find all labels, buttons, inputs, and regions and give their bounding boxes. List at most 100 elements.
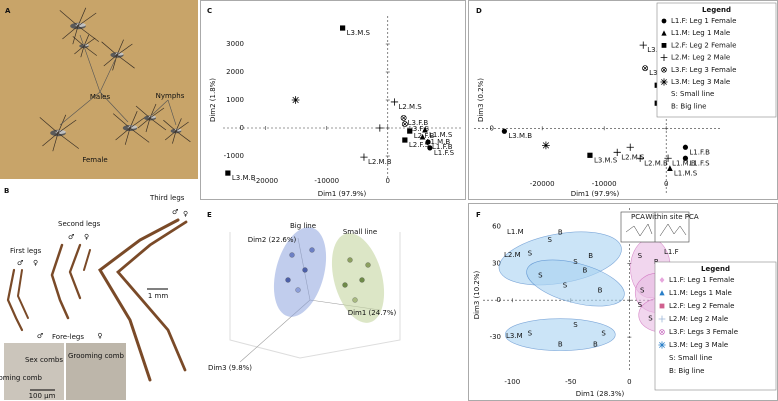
point	[682, 155, 689, 161]
micrograph	[66, 343, 126, 400]
legend-entry: L2.M: Leg 2 Male	[669, 315, 728, 323]
legend-marker	[660, 78, 668, 86]
point	[682, 144, 689, 150]
panel-frame	[200, 0, 466, 200]
insect-leg	[57, 132, 80, 149]
insect-leg	[52, 132, 59, 152]
insect-leg	[112, 54, 118, 71]
group-label: Big line	[290, 222, 316, 230]
photo-label: Males	[90, 93, 111, 101]
point-letter: S	[548, 236, 553, 244]
group-ellipse	[526, 259, 625, 307]
pointer-line	[167, 99, 177, 126]
point-label: L1.M.S	[674, 169, 698, 177]
insect-leg	[62, 25, 79, 40]
point	[376, 124, 384, 132]
leg-label: First legs	[10, 247, 42, 255]
photo-label: Female	[82, 156, 107, 164]
point-letter: B	[598, 286, 603, 294]
insect-leg	[57, 119, 77, 134]
insect-leg	[39, 117, 59, 134]
x-axis-title: Dim1 (97.9%)	[571, 190, 620, 198]
insect-leg	[83, 34, 90, 47]
point	[613, 148, 621, 156]
point	[626, 143, 634, 151]
point-letter: S	[563, 281, 568, 289]
point	[542, 141, 550, 150]
insect-leg	[116, 43, 133, 56]
pointer-line	[79, 34, 101, 93]
point	[401, 121, 408, 127]
y-tick-label: -1000	[224, 152, 244, 160]
pointer-line	[151, 99, 169, 116]
point-letter: B	[588, 252, 593, 260]
insect-leg	[112, 113, 131, 129]
leg-label: ♂	[37, 332, 43, 340]
inset-sketch	[625, 223, 653, 237]
point-illustration	[309, 247, 315, 253]
legend-marker	[658, 315, 666, 323]
insect-leg	[175, 118, 182, 132]
point-label: L1.M.S	[429, 131, 453, 139]
leg-label: 100 µm	[29, 392, 56, 400]
legend-marker	[661, 43, 667, 48]
insect-leg	[59, 10, 79, 27]
legend-entry: L3.M: Leg 3 Male	[669, 341, 728, 349]
insect-leg	[80, 45, 85, 58]
leg-label: Third legs	[149, 194, 185, 202]
point-label: L3.F.S	[409, 125, 430, 133]
y-tick-label: 0	[240, 124, 244, 132]
group-label: L1.F	[664, 248, 679, 256]
legend-entry: L1.F: Leg 1 Female	[669, 276, 734, 284]
insect-leg	[172, 130, 177, 144]
x-tick-label: -10000	[592, 180, 617, 188]
leg-drawing	[16, 269, 29, 319]
legend-entry: L3.F: Leg 3 Female	[671, 66, 736, 74]
pointer-line	[99, 91, 129, 123]
axis-title-3d: Dim2 (22.6%)	[248, 236, 297, 244]
y-axis-title: Dim3 (10.2%)	[473, 270, 481, 319]
insect-leg	[149, 107, 165, 119]
insect-leg	[42, 132, 59, 147]
point	[667, 165, 673, 171]
legend-marker	[659, 277, 665, 283]
insect-leg	[137, 117, 151, 129]
point-illustration	[352, 297, 358, 303]
insect-leg	[116, 39, 124, 56]
legend-entry: B: Big line	[671, 102, 706, 110]
point-letter: S	[538, 272, 543, 280]
insect-leg	[175, 130, 191, 143]
insect-leg	[116, 54, 135, 69]
insect-leg	[83, 37, 96, 47]
y-tick-label: 2000	[226, 68, 244, 76]
inset-sketch	[659, 223, 687, 237]
point-letter: S	[528, 329, 533, 337]
point	[291, 96, 300, 104]
y-axis-title: Dim2 (1.8%)	[209, 78, 217, 122]
x-tick-label: 0	[627, 378, 631, 386]
point	[664, 154, 672, 162]
leg-label: Second legs	[58, 220, 101, 228]
x-tick-label: -100	[504, 378, 520, 386]
legend-entry: L3.M: Leg 3 Male	[671, 78, 730, 86]
point-letter: S	[601, 329, 606, 337]
point-illustration	[285, 277, 291, 283]
panel-letter: C	[207, 7, 212, 15]
insect-leg	[124, 127, 131, 145]
inset-title: Within site PCA	[645, 213, 698, 221]
legend-box	[656, 2, 777, 118]
leg-drawing	[83, 249, 91, 271]
legend-entry: L1.M: Legs 1 Male	[669, 289, 732, 297]
point-illustration	[359, 277, 365, 283]
point	[427, 145, 433, 151]
point-letter: S	[638, 252, 643, 260]
insect-leg	[77, 12, 97, 27]
legend-entry: L2.F: Leg 2 Female	[671, 41, 736, 49]
axis-title-3d: Dim1 (24.7%)	[348, 309, 397, 317]
insect-leg	[72, 36, 85, 47]
legend-title: Legend	[702, 6, 731, 14]
y-tick-label: 3000	[226, 40, 244, 48]
panel-letter: B	[4, 187, 9, 195]
point-letter: B	[582, 267, 587, 275]
point-label: L1.M.B	[672, 159, 696, 167]
